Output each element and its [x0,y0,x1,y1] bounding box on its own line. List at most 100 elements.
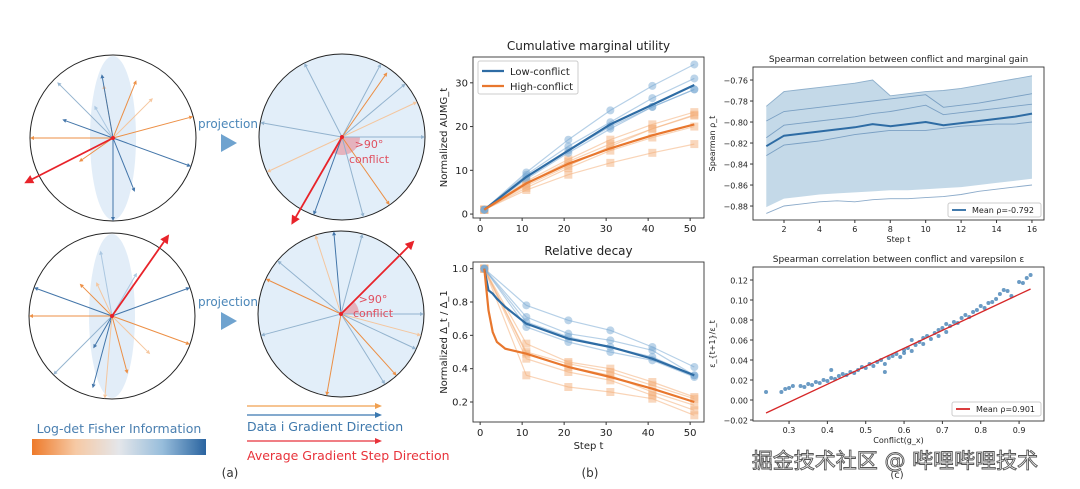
projection-arrow-icon [221,312,237,330]
run-marker [564,170,573,179]
x-tick-label: 0.8 [974,426,987,435]
arrowhead-icon [260,332,266,337]
scatter-point [802,385,807,389]
scatter-point [940,326,945,330]
run-marker [480,264,489,273]
arrowhead-icon [401,83,406,88]
arrowhead-icon [79,157,84,162]
arrowhead-icon [62,119,67,123]
scatter-point [882,362,887,366]
scatter-point [997,292,1002,296]
scatter-point [882,370,887,374]
gradient-arrow [100,254,113,317]
arrowhead-icon [416,332,422,337]
arrowhead-icon [186,163,191,167]
scatter-point [871,364,876,368]
run-marker [564,383,573,391]
gradient-arrow [112,137,188,166]
gradient-arrow [95,108,114,139]
origin-dot [340,135,344,139]
x-axis-label: Step t [887,235,911,244]
mean-line-low-conflict [483,84,695,211]
gradient-arrow [314,136,343,212]
y-axis-label: Spearman ρ_t [708,116,717,172]
conflict-angle-top: >90° [355,138,384,151]
arrowhead-icon [24,175,35,184]
scatter-point [1020,281,1025,285]
gradient-arrow [341,103,414,138]
gradient-arrow [65,120,114,139]
run-marker [606,146,615,155]
scatter-point [971,310,976,314]
run-marker [606,336,615,345]
x-tick-label: 40 [642,224,655,235]
y-tick-label: 0.12 [730,277,748,286]
panel-c-label: (c) [890,470,903,481]
y-tick-label: 10 [455,166,468,177]
scatter-point [909,349,914,353]
y-tick-label: 0.04 [730,357,748,366]
origin-dot [111,136,115,140]
scatter-point [898,355,903,359]
chart-title: Spearman correlation between conflict an… [769,55,1028,65]
y-tick-label: 30 [455,78,468,89]
gradient-arrow [316,238,342,315]
run-marker [690,406,699,415]
scatter-point [764,390,769,394]
arrowhead-icon [332,231,337,236]
arrowhead-icon [96,282,100,287]
x-tick-label: 12 [956,225,966,234]
axes-frame [472,56,705,219]
gradient-arrow [111,315,187,344]
run-marker [564,316,573,325]
run-marker [648,124,657,133]
scatter-point [836,374,841,378]
arrowhead-icon [325,391,330,396]
legend-label: Mean ρ=0.901 [976,405,1035,414]
gradient-arrow [111,315,148,352]
run-line [483,88,695,211]
arrowhead-icon [30,136,34,140]
run-marker [690,411,699,420]
y-axis-label: Normalized AUMG_t [439,88,450,187]
run-marker [648,94,657,103]
arrowhead-icon [148,98,153,103]
arrowhead-icon [277,260,282,265]
arrowhead-icon [404,240,415,251]
run-line [483,268,695,400]
legend-label: High-conflict [510,82,573,93]
run-line [483,63,695,211]
arrowhead-icon [392,371,397,376]
gradient-arrow [340,237,362,315]
scatter-point [982,306,987,310]
x-tick-label: 14 [991,225,1001,234]
gradient-arrow [101,78,114,139]
y-tick-label: 0.6 [452,331,468,342]
arrowhead-icon [160,234,170,245]
gradient-arrow [104,315,113,395]
projection-label-top: projection [198,117,258,131]
arrowhead-icon [375,403,382,409]
seed-line [766,121,1033,156]
x-tick-label: 0.6 [898,426,911,435]
arrowhead-icon [260,121,265,126]
gradient-arrow [341,67,380,138]
origin-dot [339,312,343,316]
arrowhead-icon [53,370,58,375]
gradient-arrow [111,315,127,370]
y-tick-label: 0.02 [730,377,748,386]
y-tick-label: 20 [455,122,468,133]
scatter-point [921,342,926,346]
y-tick-label: 0.00 [730,397,748,406]
x-tick-label: 2 [781,225,786,234]
scatter-point [1017,280,1022,284]
x-tick-label: 0.4 [821,426,834,435]
arrowhead-icon [131,187,136,192]
run-marker [690,363,699,371]
arrowhead-icon [420,312,424,316]
scatter-point [986,301,991,305]
run-marker [648,133,657,142]
mean-line-low-conflict [483,268,695,377]
y-tick-label: 0.10 [730,297,748,306]
